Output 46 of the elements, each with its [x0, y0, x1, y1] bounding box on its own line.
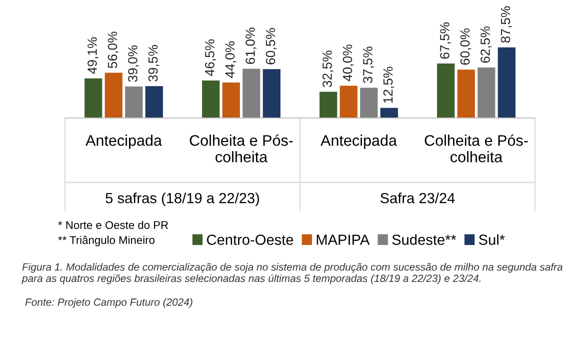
- data-label: 46,5%: [205, 39, 216, 76]
- bar: [242, 68, 260, 118]
- bar: [457, 70, 475, 118]
- bar: [498, 47, 516, 118]
- x-tick-label: Colheita e Pós- colheita: [190, 134, 293, 162]
- data-label: 40,0%: [342, 44, 354, 82]
- data-label: 61,0%: [246, 28, 256, 64]
- bar: [478, 68, 496, 118]
- bar: [125, 86, 143, 118]
- text: ** Triângulo Mineiro: [58, 236, 154, 246]
- bar: [360, 88, 378, 118]
- bar: [222, 82, 240, 118]
- data-label: 12,5%: [383, 66, 394, 103]
- data-label: 37,5%: [363, 46, 374, 84]
- bar: [380, 108, 398, 118]
- source-note: Fonte: Projeto Campo Futuro (2024): [25, 298, 192, 308]
- x-tick-label: Antecipada: [86, 134, 162, 149]
- bar: [340, 86, 358, 118]
- data-label: 44,0%: [225, 41, 236, 78]
- bar: [262, 69, 280, 118]
- bar: [320, 92, 338, 118]
- legend-label: MAPIPA: [316, 234, 370, 245]
- data-label: 32,5%: [322, 50, 334, 88]
- text: Safra 23/24: [380, 192, 455, 204]
- data-label: 62,5%: [480, 26, 492, 63]
- data-label: 49,1%: [88, 37, 98, 74]
- x-tick-label: Antecipada: [320, 134, 397, 149]
- bar: [437, 64, 455, 118]
- data-label: 60,0%: [460, 28, 472, 65]
- data-label: 60,5%: [266, 28, 277, 64]
- data-label: 39,0%: [128, 45, 139, 82]
- bar: [84, 78, 102, 118]
- data-label: 67,5%: [440, 22, 451, 59]
- bar: [104, 72, 122, 118]
- text: 5 safras (18/19 a 22/23): [106, 192, 260, 206]
- text: * Norte e Oeste do PR: [58, 220, 168, 229]
- bar: [145, 86, 163, 118]
- legend-label: Sul*: [478, 234, 505, 245]
- legend-label: Sudeste**: [392, 234, 456, 245]
- x-tick-label: Colheita e Pós- colheita: [424, 134, 528, 162]
- text: Figura 1. Modalidades de comercialização de soja no sistema de produção com sucessão de milho na segunda safra para as quatros regiões brasileiras selecionadas nas últimas 5 temporadas (18/19 a 22/23) e 23/24.: [22, 263, 562, 284]
- data-label: 56,0%: [108, 32, 119, 68]
- bar: [202, 80, 220, 118]
- data-label: 87,5%: [500, 6, 512, 43]
- legend-label: Centro-Oeste: [206, 234, 294, 245]
- data-label: 39,5%: [148, 45, 160, 82]
